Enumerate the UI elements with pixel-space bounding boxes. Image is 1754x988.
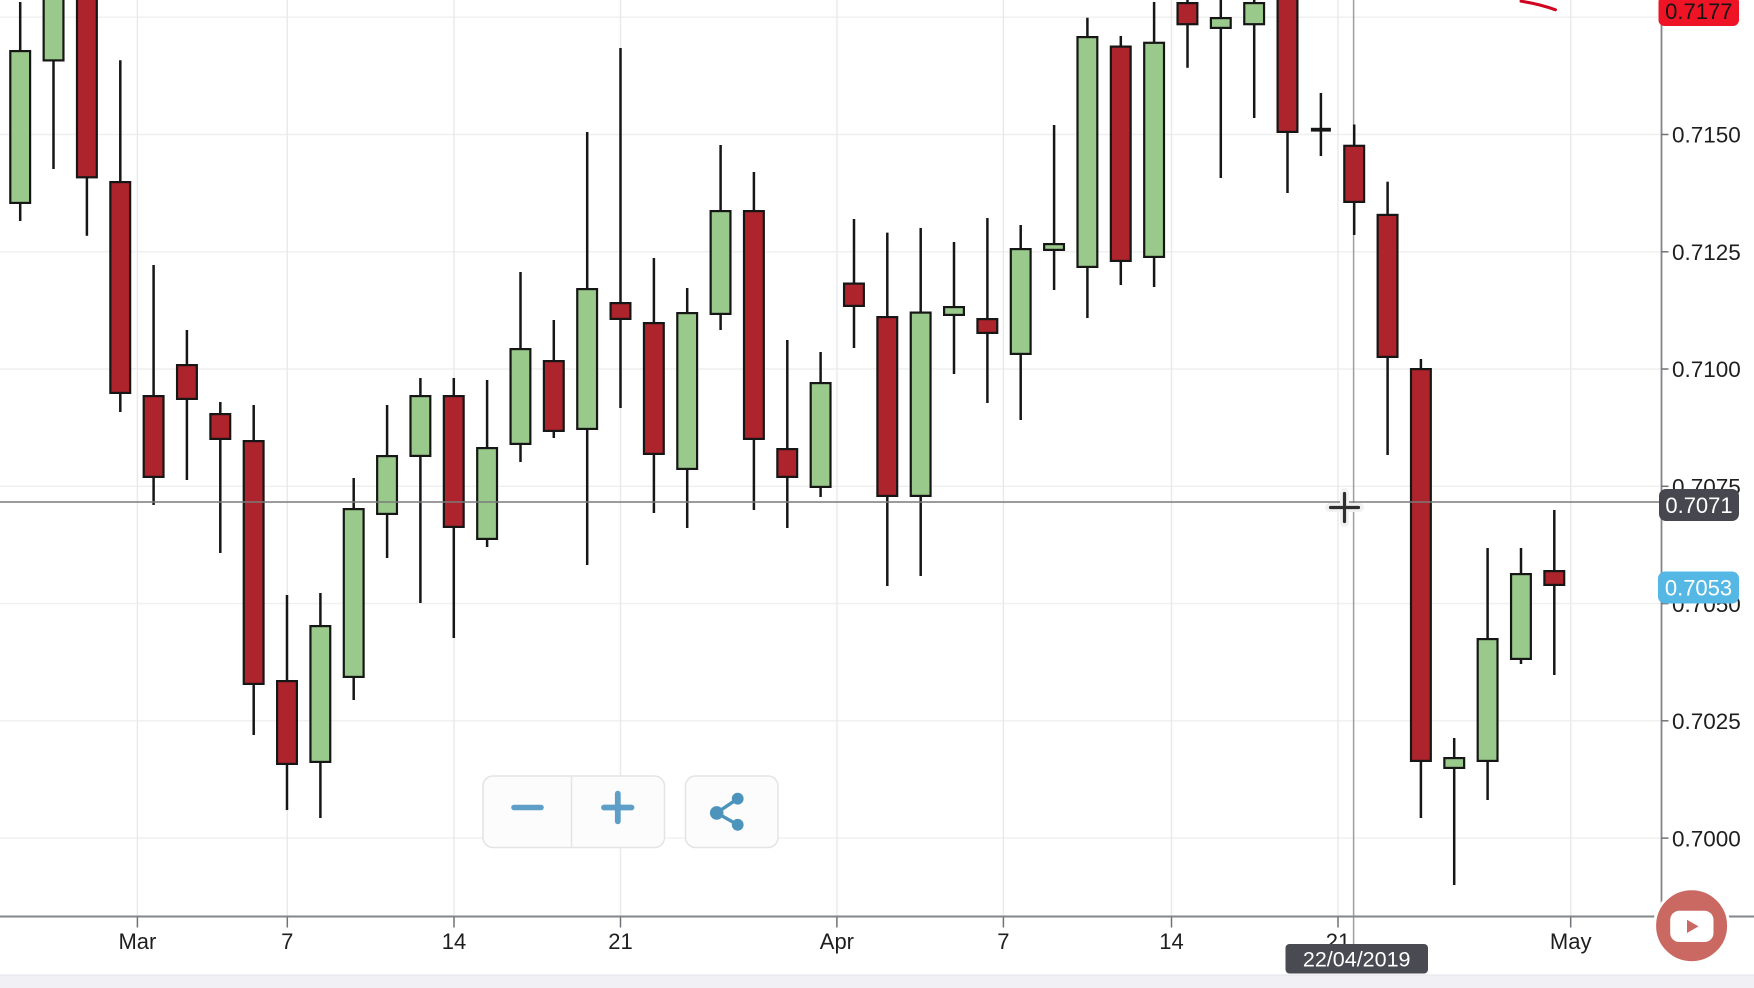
svg-text:22/04/2019: 22/04/2019 — [1303, 948, 1411, 972]
svg-text:0.7000: 0.7000 — [1672, 826, 1741, 851]
svg-text:0.7100: 0.7100 — [1672, 357, 1741, 382]
svg-text:7: 7 — [997, 929, 1009, 954]
svg-text:0.7025: 0.7025 — [1672, 709, 1741, 734]
svg-text:0.7053: 0.7053 — [1665, 576, 1732, 601]
svg-text:Mar: Mar — [118, 929, 156, 954]
svg-text:14: 14 — [442, 929, 466, 954]
svg-text:14: 14 — [1159, 929, 1183, 954]
svg-text:0.7150: 0.7150 — [1672, 123, 1741, 148]
svg-text:0.7177: 0.7177 — [1665, 0, 1732, 24]
svg-text:May: May — [1550, 929, 1592, 954]
svg-text:Apr: Apr — [820, 929, 854, 954]
svg-text:21: 21 — [608, 929, 632, 954]
svg-text:0.7071: 0.7071 — [1665, 493, 1732, 518]
svg-text:7: 7 — [281, 929, 293, 954]
svg-text:0.7125: 0.7125 — [1672, 240, 1741, 265]
